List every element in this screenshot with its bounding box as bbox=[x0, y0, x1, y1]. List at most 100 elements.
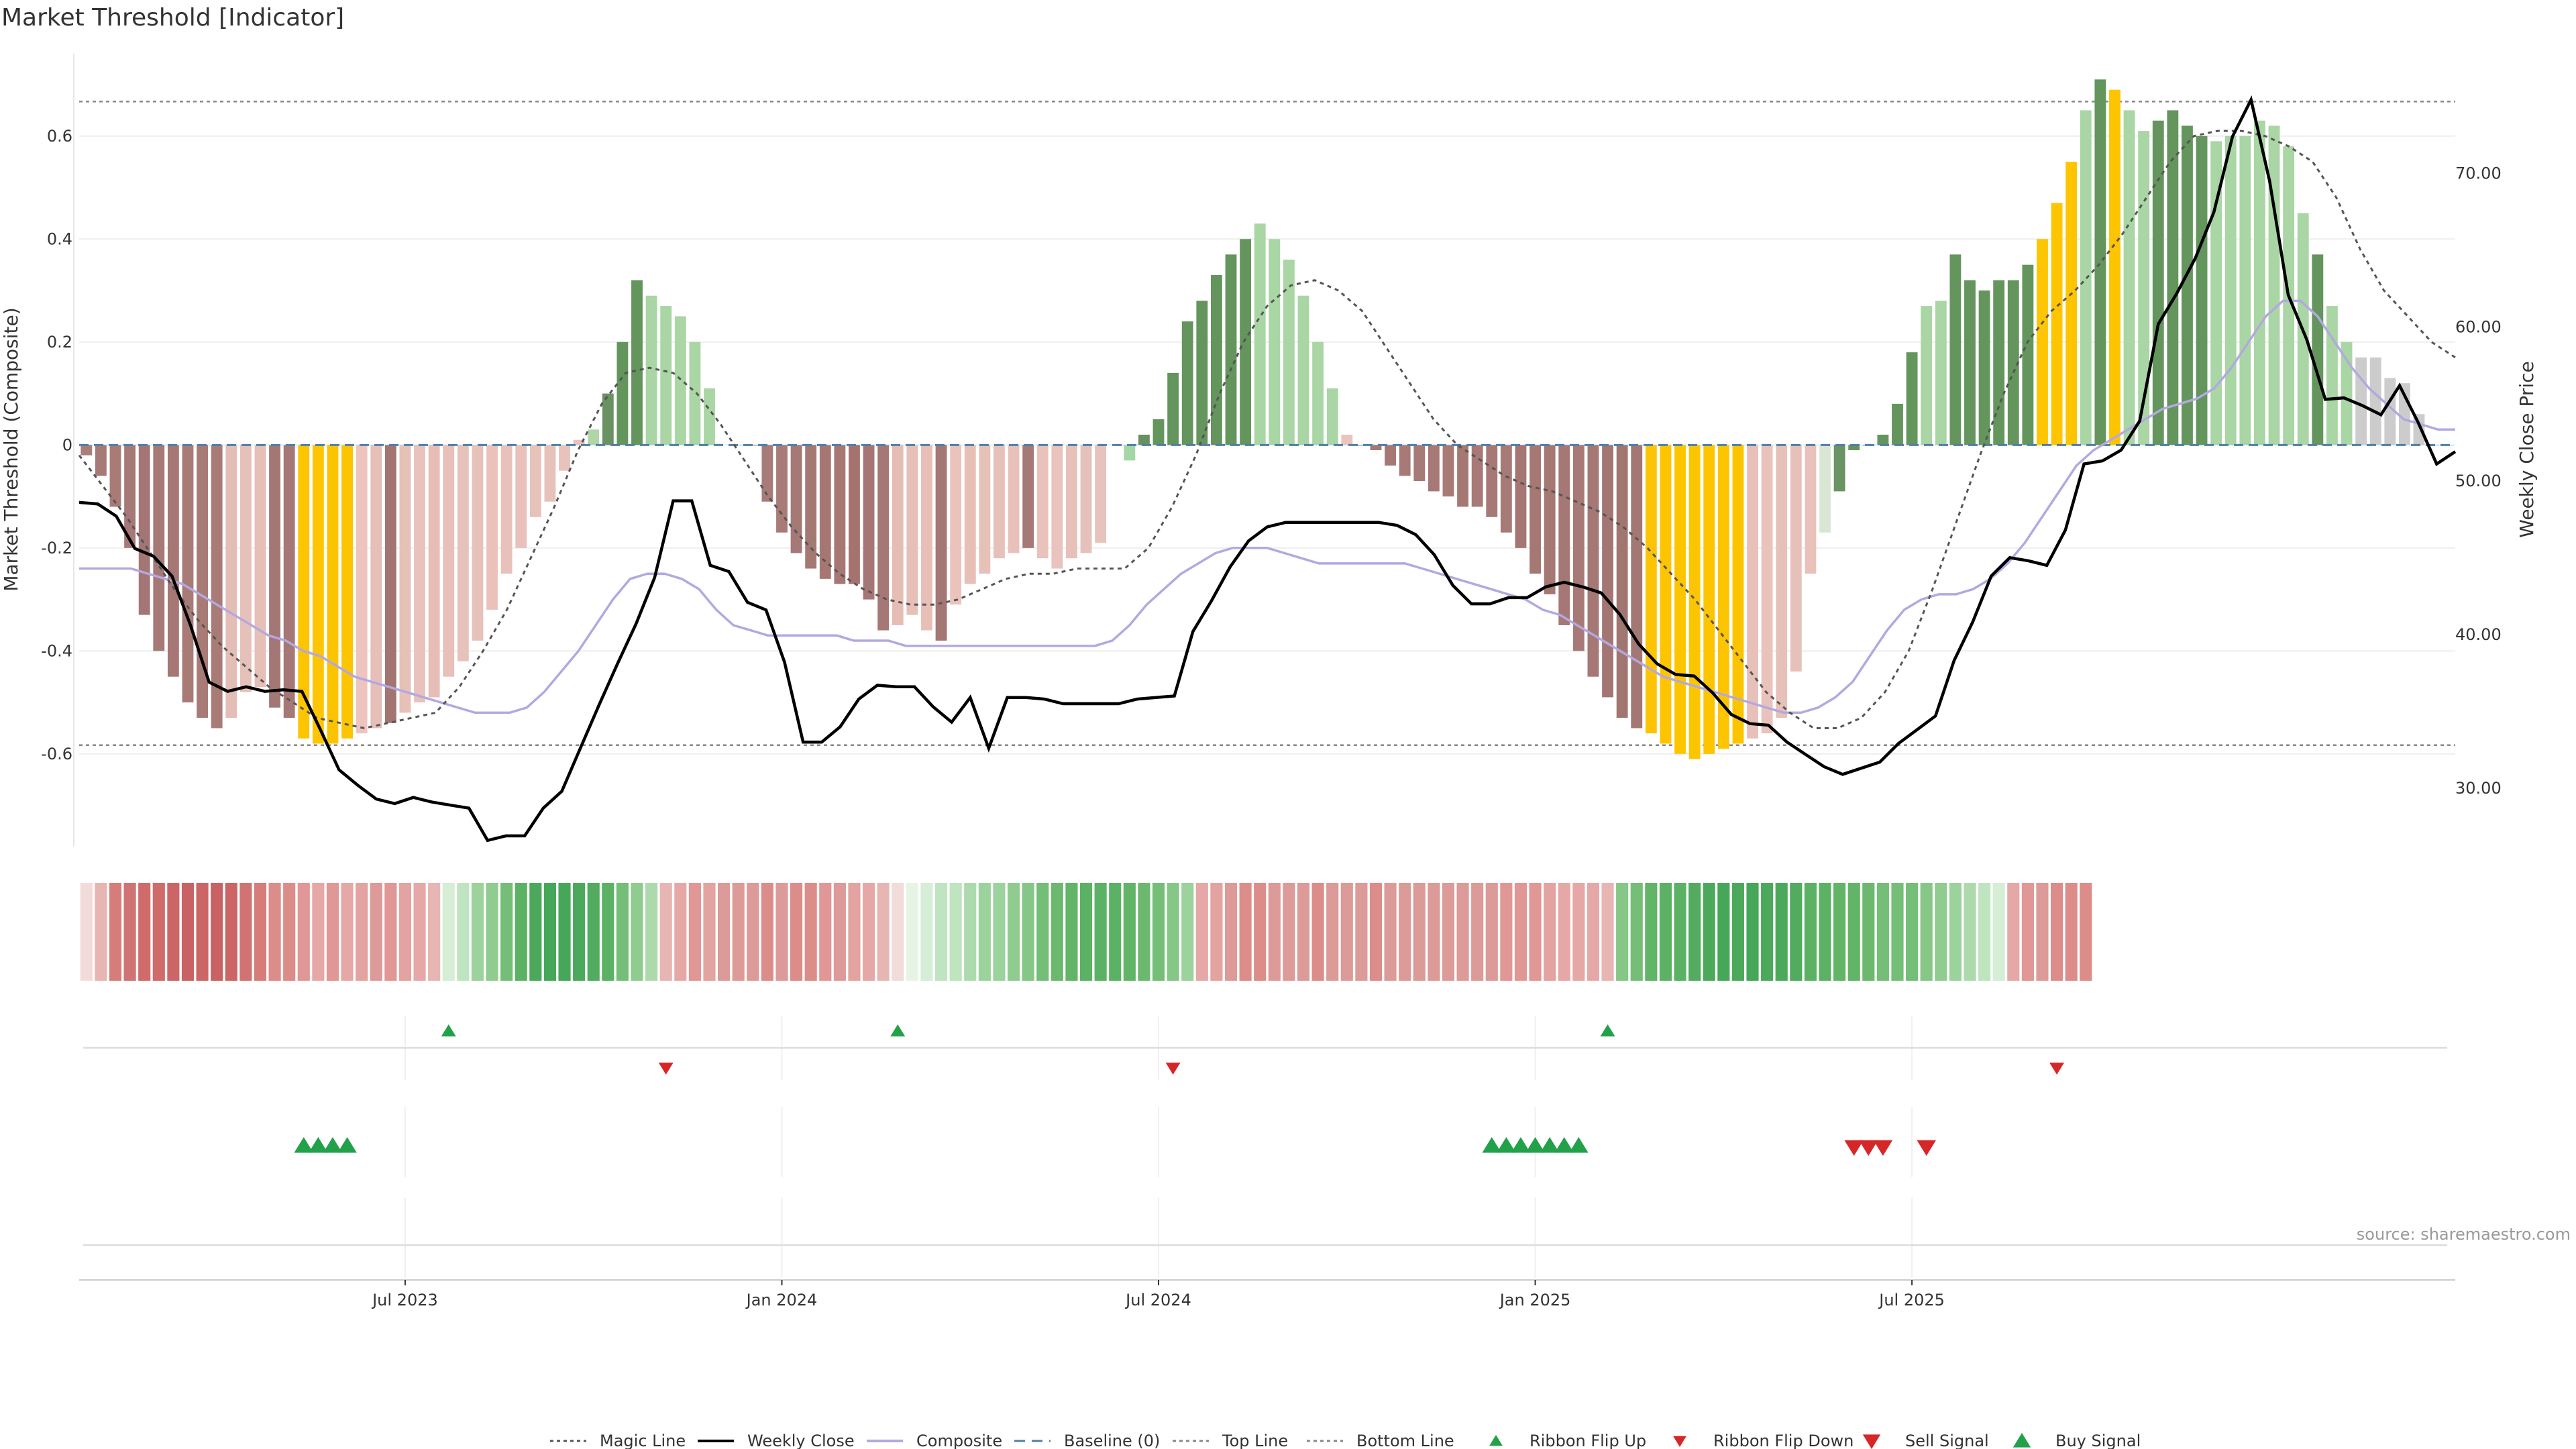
left-tick-label: -0.6 bbox=[41, 745, 72, 763]
composite-bar bbox=[1848, 445, 1860, 450]
composite-bar bbox=[805, 445, 817, 569]
composite-bar bbox=[2051, 203, 2063, 445]
ribbon-cell bbox=[1717, 883, 1730, 981]
composite-bar bbox=[153, 445, 165, 651]
composite-bar bbox=[1761, 445, 1773, 734]
composite-bar bbox=[2355, 357, 2367, 445]
composite-bar bbox=[964, 445, 976, 584]
legend-item: Composite bbox=[867, 1432, 1002, 1449]
ribbon-cell bbox=[1616, 883, 1629, 981]
ribbon-cell bbox=[1645, 883, 1658, 981]
composite-bar bbox=[1254, 223, 1266, 445]
ribbon-cell bbox=[631, 883, 643, 981]
ribbon-cell bbox=[1731, 883, 1744, 981]
ribbon-cell bbox=[2080, 883, 2092, 981]
buy-signal-marker bbox=[1569, 1137, 1589, 1153]
composite-bar bbox=[1051, 445, 1063, 569]
composite-bar bbox=[1080, 445, 1092, 553]
ribbon-cell bbox=[1239, 883, 1252, 981]
ribbon-cell bbox=[1833, 883, 1846, 981]
composite-bar bbox=[1921, 306, 1933, 445]
composite-bar bbox=[1688, 445, 1701, 759]
legend-label: Ribbon Flip Down bbox=[1713, 1432, 1854, 1449]
ribbon-flip-up-marker bbox=[1600, 1024, 1615, 1036]
ribbon-cell bbox=[862, 883, 875, 981]
composite-bar bbox=[819, 445, 831, 579]
buy-signal-marker bbox=[1525, 1137, 1545, 1153]
legend-item: Baseline (0) bbox=[1014, 1432, 1160, 1449]
composite-bar bbox=[1877, 434, 1889, 445]
composite-bar bbox=[994, 445, 1005, 559]
ribbon-cell bbox=[978, 883, 991, 981]
composite-bar bbox=[341, 445, 353, 739]
composite-bar bbox=[399, 445, 411, 713]
composite-bar bbox=[2007, 280, 2019, 445]
ribbon-cell bbox=[326, 883, 339, 981]
ribbon-cell bbox=[1659, 883, 1672, 981]
composite-bar bbox=[645, 295, 657, 445]
composite-bar bbox=[849, 445, 860, 584]
ribbon-cell bbox=[1500, 883, 1513, 981]
composite-bar bbox=[1297, 295, 1309, 445]
ribbon-cell bbox=[1051, 883, 1063, 981]
ribbon-cell bbox=[2007, 883, 2020, 981]
composite-bar bbox=[1935, 301, 1947, 445]
ribbon-cell bbox=[1413, 883, 1426, 981]
sell-signal-marker bbox=[1844, 1140, 1864, 1156]
composite-bar bbox=[863, 445, 875, 600]
ribbon-cell bbox=[1906, 883, 1919, 981]
ribbon-cell bbox=[1022, 883, 1034, 981]
ribbon-cell bbox=[1935, 883, 1947, 981]
ribbon-cell bbox=[587, 883, 600, 981]
composite-bar bbox=[1225, 254, 1237, 445]
composite-bar bbox=[1181, 321, 1193, 445]
composite-bar bbox=[1196, 301, 1208, 445]
legend-item: Magic Line bbox=[550, 1432, 686, 1449]
ribbon-cell bbox=[181, 883, 195, 981]
ribbon-cell bbox=[1471, 883, 1484, 981]
ribbon-cell bbox=[1384, 883, 1397, 981]
composite-bar bbox=[1138, 434, 1150, 445]
source-note: source: sharemaestro.com bbox=[2357, 1225, 2571, 1244]
composite-bar bbox=[1095, 445, 1107, 543]
ribbon-cell bbox=[413, 883, 426, 981]
composite-bar bbox=[225, 445, 237, 718]
ribbon-cell bbox=[1992, 883, 2005, 981]
ribbon-cell bbox=[848, 883, 861, 981]
legend-label: Bottom Line bbox=[1356, 1432, 1454, 1449]
composite-bar bbox=[298, 445, 310, 739]
ribbon-cell bbox=[2021, 883, 2034, 981]
composite-bar bbox=[1703, 445, 1715, 754]
composite-bar bbox=[2239, 136, 2251, 445]
ribbon-cell bbox=[1123, 883, 1136, 981]
magic-line bbox=[78, 129, 2456, 730]
ribbon-cell bbox=[1224, 883, 1238, 981]
composite-bar bbox=[1558, 445, 1570, 625]
ribbon-cell bbox=[964, 883, 977, 981]
ribbon-cell bbox=[312, 883, 325, 981]
ribbon-cell bbox=[211, 883, 223, 981]
composite-bar bbox=[1399, 445, 1411, 476]
chart-legend: Magic Line Weekly Close Composite Baseline … bbox=[550, 1432, 2141, 1449]
ribbon-flip-up-marker bbox=[441, 1024, 456, 1036]
composite-bar bbox=[2196, 136, 2208, 445]
legend-label: Magic Line bbox=[600, 1432, 686, 1449]
ribbon-cell bbox=[1544, 883, 1556, 981]
composite-bar bbox=[1428, 445, 1440, 492]
legend-label: Composite bbox=[916, 1432, 1002, 1449]
ribbon-cell bbox=[790, 883, 803, 981]
composite-bar bbox=[95, 445, 107, 476]
legend-label: Sell Signal bbox=[1905, 1432, 1989, 1449]
composite-bar bbox=[2182, 125, 2193, 445]
composite-bar bbox=[2341, 341, 2353, 445]
ribbon-cell bbox=[1514, 883, 1527, 981]
composite-bar bbox=[2138, 131, 2150, 445]
composite-bar bbox=[370, 445, 382, 729]
legend-label: Ribbon Flip Up bbox=[1529, 1432, 1646, 1449]
composite-bar bbox=[2326, 306, 2338, 445]
composite-bar bbox=[1747, 445, 1758, 739]
legend-swatch bbox=[2012, 1433, 2031, 1448]
ribbon-cell bbox=[1819, 883, 1831, 981]
legend-item: Ribbon Flip Down bbox=[1673, 1432, 1854, 1449]
ribbon-cell bbox=[398, 883, 412, 981]
